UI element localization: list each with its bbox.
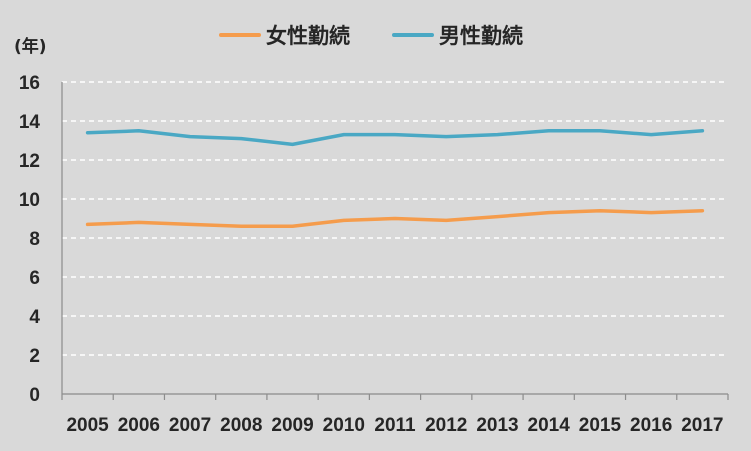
x-tick-label: 2013: [476, 415, 518, 436]
y-tick-label: 6: [29, 268, 40, 289]
series-line-1: [85, 129, 705, 147]
y-axis-unit-label: (年): [14, 36, 47, 57]
series-line-0: [85, 208, 705, 229]
x-tick-label: 2009: [271, 415, 313, 436]
x-tick-labels: 2005 2006 2007 2008 2009 2010 2011 2012 2013 2014…: [66, 415, 723, 436]
legend-label-0: 女性勤続: [266, 24, 350, 48]
y-tick-label: 4: [29, 307, 40, 328]
x-tick-label: 2007: [169, 415, 211, 436]
legend-label-1: 男性勤続: [439, 24, 523, 48]
x-tick-label: 2015: [579, 415, 622, 436]
y-tick-label: 2: [29, 346, 40, 367]
y-tick-label: 10: [19, 190, 40, 211]
y-tick-label: 16: [19, 73, 40, 94]
legend: 女性勤続 男性勤続: [219, 24, 523, 48]
x-tick-label: 2006: [118, 415, 160, 436]
x-tick-label: 2011: [374, 415, 416, 436]
x-tick-label: 2005: [66, 415, 109, 436]
y-tick-label: 0: [29, 385, 40, 406]
x-tick-label: 2017: [681, 415, 723, 436]
x-tick-label: 2016: [630, 415, 672, 436]
y-tick-label: 8: [29, 229, 40, 250]
y-tick-label: 14: [19, 112, 41, 133]
gridlines: [62, 81, 728, 356]
y-tick-labels: 0 2 4 6 8 10 12 14 16: [19, 73, 41, 406]
x-tick-label: 2008: [220, 415, 262, 436]
series-lines: [85, 129, 705, 229]
x-tick-label: 2010: [323, 415, 365, 436]
axes: [61, 82, 729, 400]
x-tick-label: 2014: [528, 415, 571, 436]
x-tick-label: 2012: [425, 415, 467, 436]
y-tick-label: 12: [19, 151, 40, 172]
